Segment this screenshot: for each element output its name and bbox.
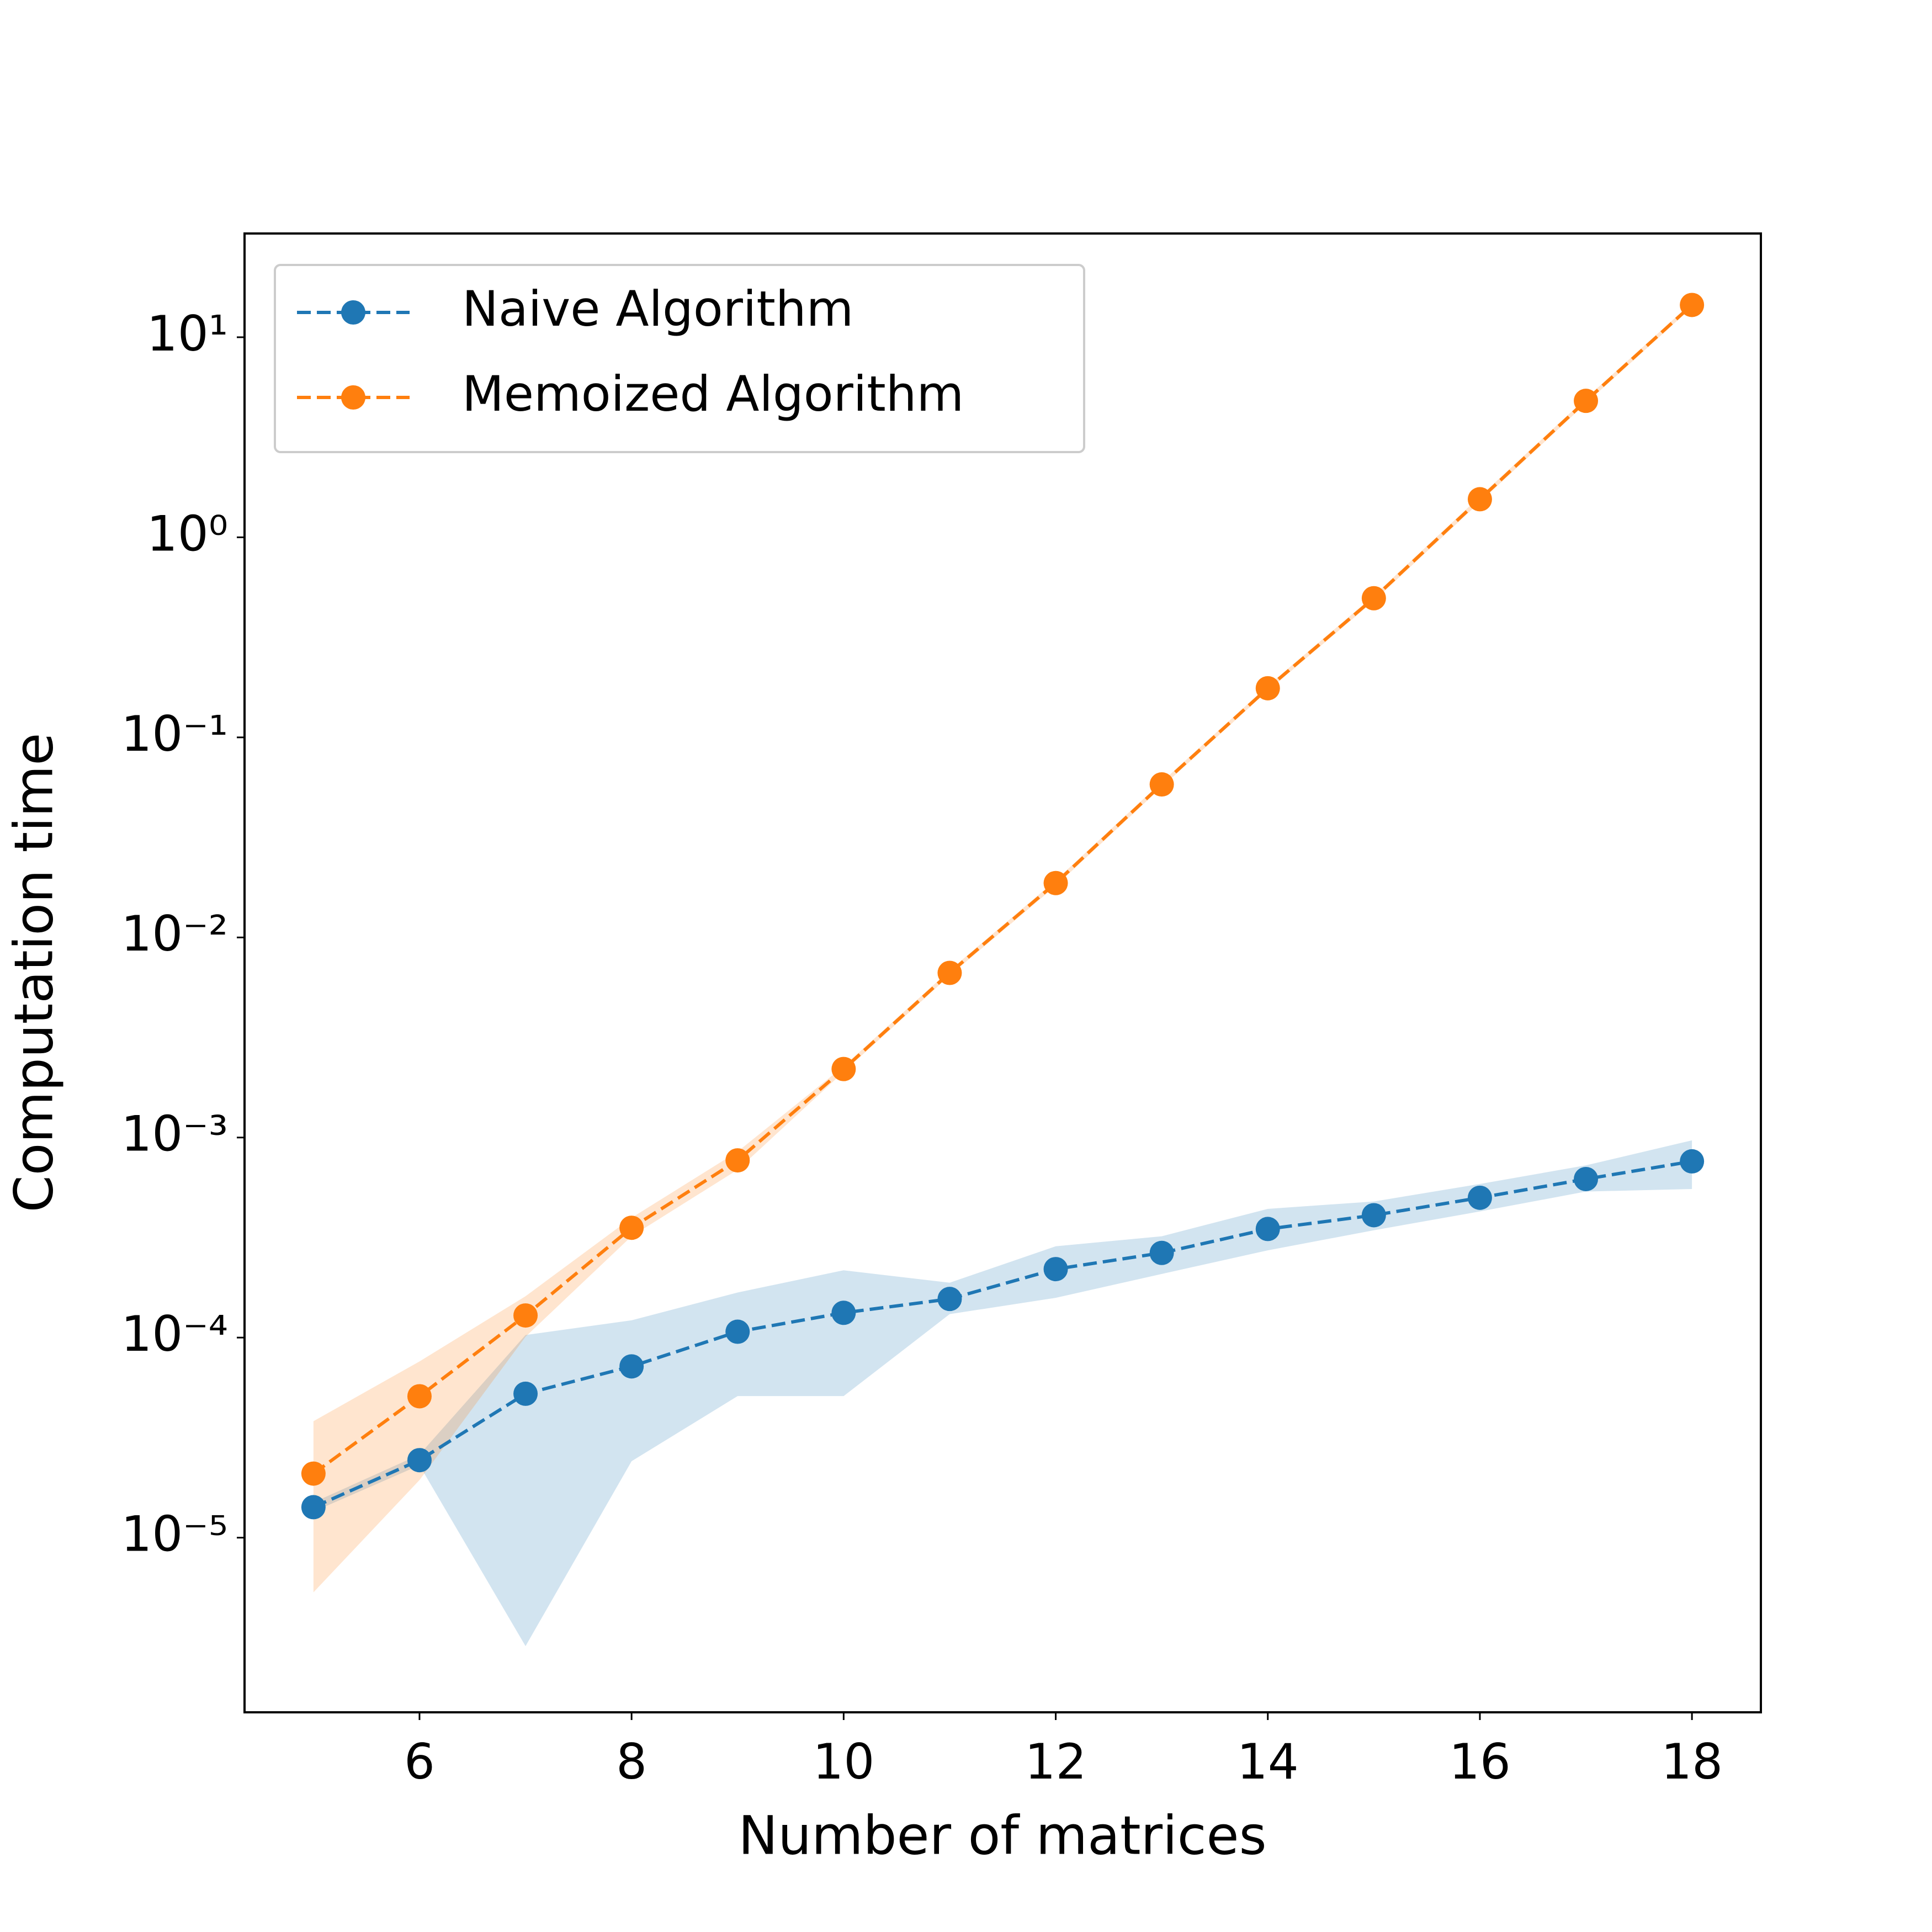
y-tick-label: 10⁻⁵ bbox=[121, 1506, 228, 1563]
data-point bbox=[937, 1287, 962, 1312]
data-point bbox=[725, 1319, 750, 1344]
legend-label: Naive Algorithm bbox=[462, 280, 853, 337]
data-point bbox=[407, 1384, 432, 1409]
data-point bbox=[1680, 293, 1705, 317]
y-tick-label: 10⁰ bbox=[147, 505, 228, 562]
y-tick-label: 10⁻² bbox=[121, 905, 228, 962]
data-point bbox=[831, 1057, 856, 1081]
series-line bbox=[312, 304, 1694, 1475]
confidence-band bbox=[313, 1140, 1692, 1647]
legend-box bbox=[274, 264, 1085, 453]
x-tick-label: 14 bbox=[1237, 1733, 1299, 1790]
x-tick-label: 10 bbox=[813, 1733, 874, 1790]
data-point bbox=[1680, 1149, 1705, 1174]
data-point bbox=[513, 1303, 538, 1328]
x-tick-label: 16 bbox=[1449, 1733, 1511, 1790]
y-tick-label: 10¹ bbox=[147, 305, 228, 362]
data-point bbox=[301, 1461, 326, 1486]
data-point bbox=[725, 1148, 750, 1173]
data-point bbox=[407, 1448, 432, 1473]
data-point bbox=[619, 1354, 644, 1379]
x-tick-label: 18 bbox=[1661, 1733, 1723, 1790]
data-point bbox=[1361, 586, 1386, 611]
data-point bbox=[513, 1381, 538, 1406]
plot-frame bbox=[243, 232, 1762, 1713]
y-axis-label: Computation time bbox=[3, 733, 65, 1213]
data-point bbox=[301, 1495, 326, 1520]
data-point bbox=[937, 960, 962, 985]
y-tick-label: 10⁻¹ bbox=[121, 705, 228, 762]
data-point bbox=[1467, 487, 1492, 512]
data-point bbox=[1574, 389, 1599, 413]
legend-marker bbox=[341, 300, 365, 325]
data-point bbox=[1361, 1203, 1386, 1228]
y-tick-label: 10⁻⁴ bbox=[121, 1305, 228, 1362]
data-point bbox=[1043, 1257, 1068, 1282]
data-point bbox=[619, 1216, 644, 1240]
data-point bbox=[1149, 1240, 1174, 1265]
series-line bbox=[312, 1159, 1692, 1509]
data-point bbox=[1043, 871, 1068, 895]
data-point bbox=[1255, 1217, 1280, 1241]
x-tick-label: 12 bbox=[1025, 1733, 1087, 1790]
y-tick-label: 10⁻³ bbox=[121, 1106, 228, 1163]
data-point bbox=[1255, 676, 1280, 700]
data-point bbox=[831, 1301, 856, 1325]
data-point bbox=[1467, 1185, 1492, 1210]
x-tick-label: 6 bbox=[404, 1733, 435, 1790]
legend-marker bbox=[341, 385, 365, 410]
data-point bbox=[1574, 1166, 1599, 1191]
data-point bbox=[1149, 772, 1174, 797]
x-tick-label: 8 bbox=[616, 1733, 647, 1790]
x-axis-label: Number of matrices bbox=[738, 1804, 1266, 1866]
legend-label: Memoized Algorithm bbox=[462, 365, 964, 422]
